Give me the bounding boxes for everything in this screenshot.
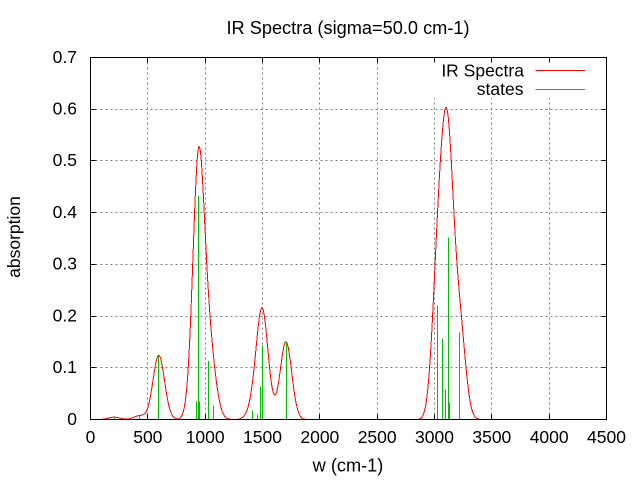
svg-text:w (cm-1): w (cm-1) — [312, 455, 384, 475]
svg-text:1500: 1500 — [243, 427, 282, 447]
svg-text:0.1: 0.1 — [53, 357, 77, 377]
svg-text:0.3: 0.3 — [53, 254, 77, 274]
svg-text:2000: 2000 — [300, 427, 339, 447]
svg-text:0.2: 0.2 — [53, 305, 77, 325]
svg-text:absorption: absorption — [4, 196, 24, 278]
svg-text:states: states — [477, 79, 524, 99]
svg-text:3500: 3500 — [472, 427, 511, 447]
svg-text:4500: 4500 — [587, 427, 626, 447]
svg-text:1000: 1000 — [186, 427, 225, 447]
svg-text:IR Spectra (sigma=50.0 cm-1): IR Spectra (sigma=50.0 cm-1) — [226, 18, 469, 38]
svg-text:4000: 4000 — [530, 427, 569, 447]
svg-text:3000: 3000 — [415, 427, 454, 447]
svg-text:0.5: 0.5 — [53, 150, 77, 170]
svg-text:0: 0 — [67, 409, 77, 429]
svg-text:2500: 2500 — [358, 427, 397, 447]
svg-text:0.6: 0.6 — [53, 98, 77, 118]
svg-text:0.7: 0.7 — [53, 47, 77, 67]
svg-text:IR Spectra: IR Spectra — [441, 61, 524, 81]
svg-text:0.4: 0.4 — [53, 202, 78, 222]
svg-text:500: 500 — [133, 427, 162, 447]
svg-text:0: 0 — [86, 427, 96, 447]
